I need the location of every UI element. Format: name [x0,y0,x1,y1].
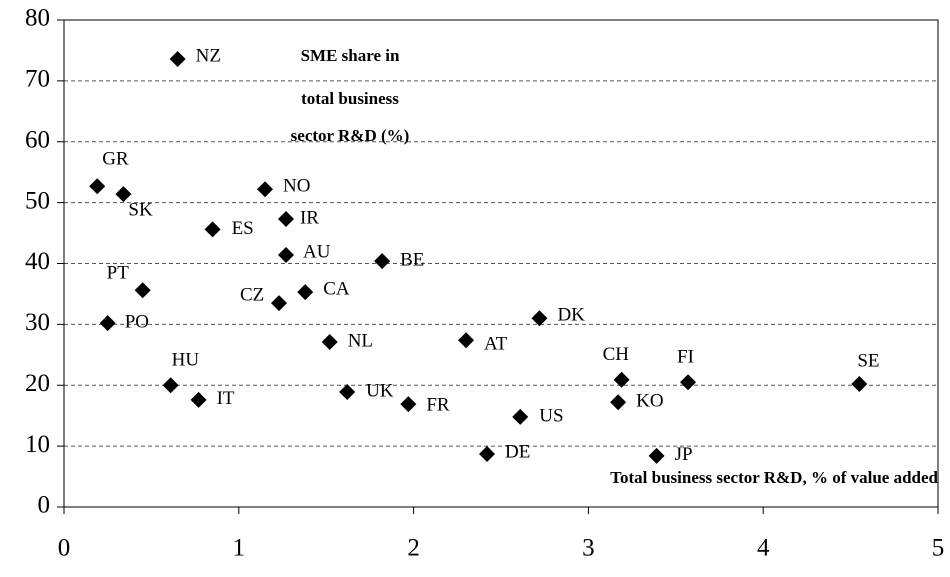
y-tick-label: 70 [25,66,50,93]
y-tick-label: 30 [25,309,50,336]
x-tick-label: 2 [407,535,420,562]
point-label: SK [128,199,153,220]
point-label: AU [303,241,331,262]
point [297,284,314,301]
point [169,50,186,67]
point [204,221,221,238]
point [89,178,106,195]
point [479,446,496,463]
point-label: CH [603,344,630,365]
y-tick-label: 10 [25,431,50,458]
y-tick-label: 50 [25,187,50,214]
x-tick-label: 3 [582,535,595,562]
point [339,383,356,400]
point-label: IT [217,388,235,409]
point [851,376,868,393]
point [680,374,697,391]
point [277,246,294,263]
point [648,447,665,464]
point-label: GR [102,149,129,170]
point [257,181,274,198]
y-tick-label: 80 [25,5,50,32]
point [99,315,116,332]
x-tick-label: 4 [757,535,770,562]
point-label: AT [484,334,508,355]
point-label: KO [636,391,663,412]
grid-layer [64,80,938,447]
point-label: HU [172,350,200,371]
point-label: PO [125,312,149,333]
point-label: DK [557,305,585,326]
point-label: NL [348,330,373,351]
y-tick-label: 20 [25,370,50,397]
x-tick-label: 5 [932,535,945,562]
point [115,186,132,203]
point [162,377,179,394]
y-tick-label: 0 [38,492,51,519]
point [374,253,391,270]
point-label: NO [283,176,310,197]
x-tick-label: 0 [58,535,71,562]
point [400,396,417,413]
point-label: JP [675,444,693,465]
y-tick-label: 60 [25,126,50,153]
point-label: ES [232,218,254,239]
point [610,394,627,411]
point [271,295,288,312]
point-label: FI [677,347,694,368]
point-label: SE [857,350,879,371]
y-axis-title: SME share in [301,46,400,65]
point [134,282,151,299]
y-axis-title: total business [301,89,399,108]
point-label: IR [300,207,319,228]
point [512,408,529,425]
point [458,332,475,349]
x-axis-title: Total business sector R&D, % of value ad… [610,468,938,487]
point-label: UK [366,380,394,401]
point-label: US [539,405,563,426]
y-tick-label: 40 [25,248,50,275]
point [277,211,294,228]
point [531,310,548,327]
point-label: CZ [240,284,264,305]
point-label: CA [323,278,350,299]
x-tick-label: 1 [233,535,246,562]
point-label: NZ [196,45,221,66]
y-axis-title: sector R&D (%) [291,126,410,145]
point-label: PT [107,263,130,284]
point-label: BE [400,249,424,270]
point [613,371,630,388]
point [190,391,207,408]
point [321,334,338,351]
point-label: FR [426,394,450,415]
point-label: DE [505,441,530,462]
